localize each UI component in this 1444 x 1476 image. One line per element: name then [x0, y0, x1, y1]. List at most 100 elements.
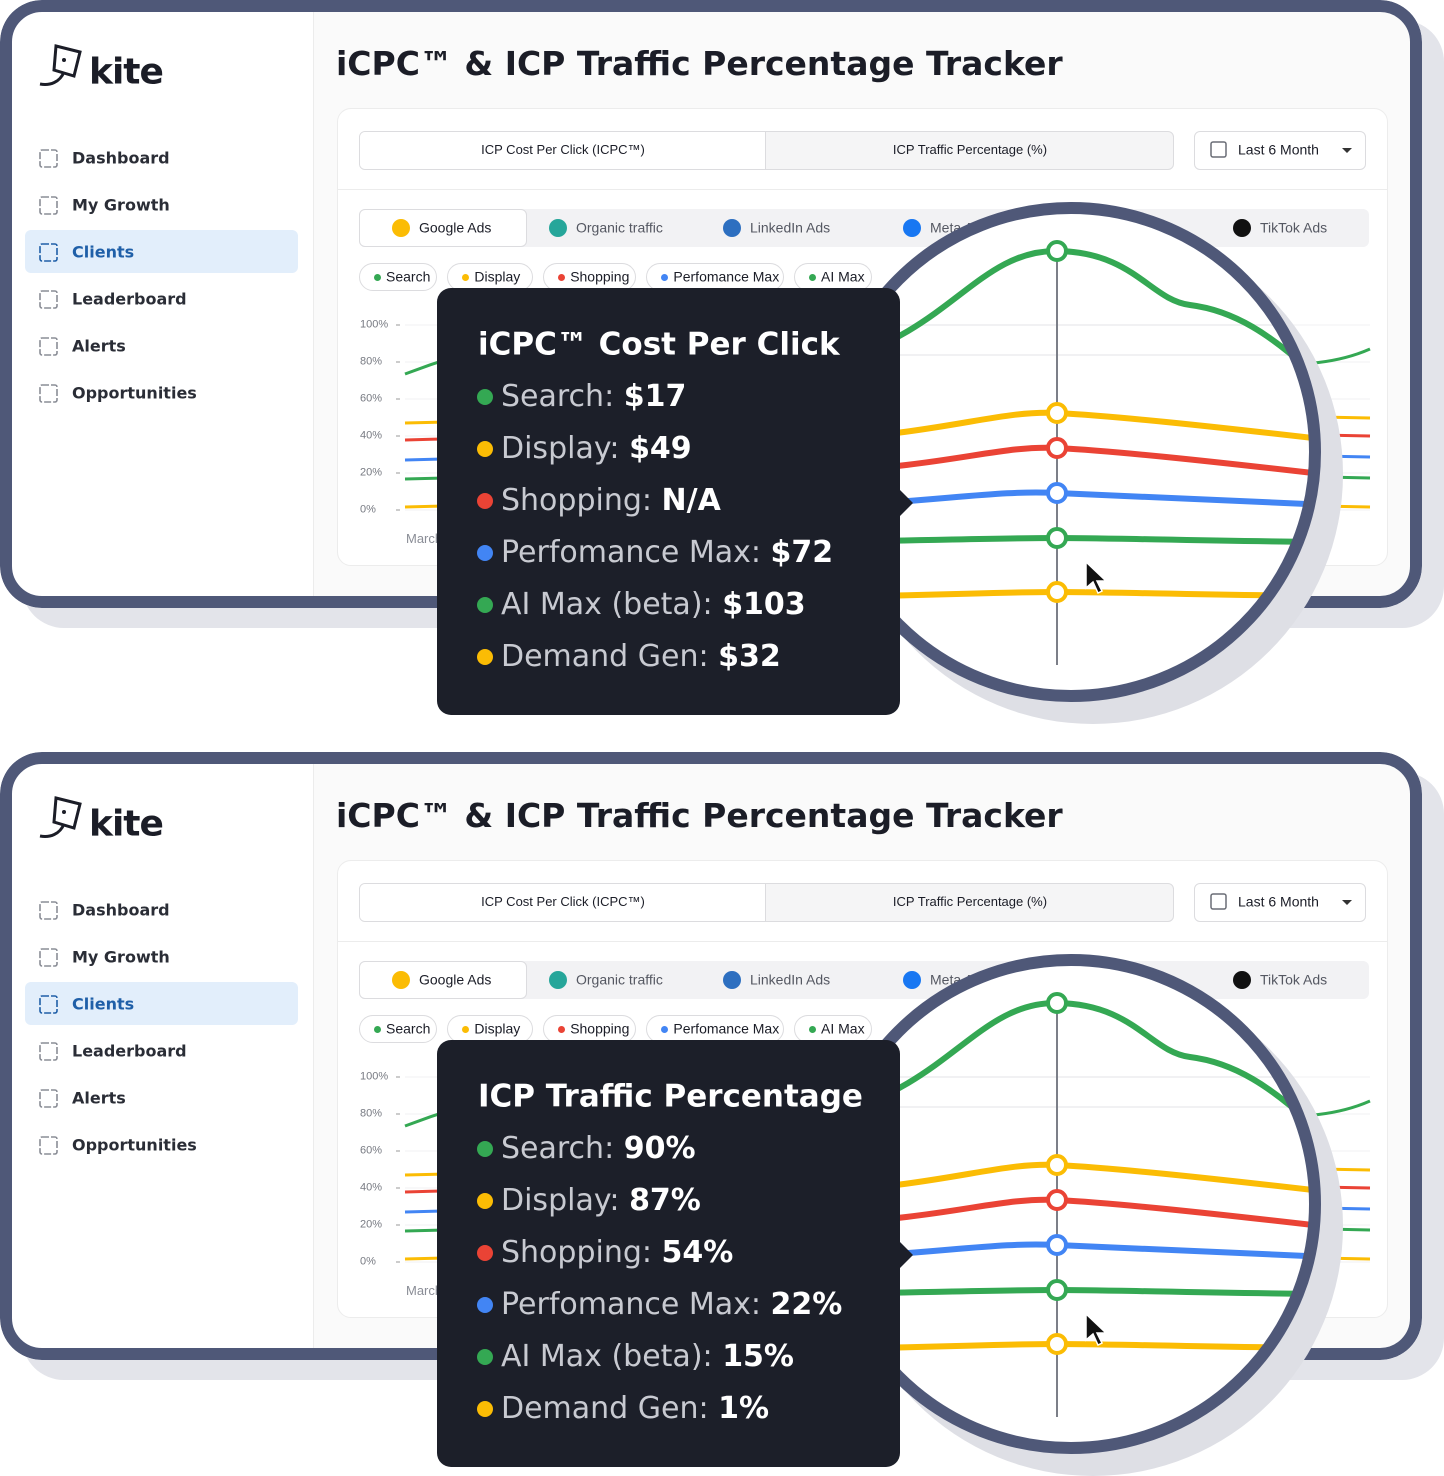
magnifier-content [827, 240, 1315, 665]
row-label: Search: [501, 1131, 615, 1166]
legend-dot [477, 441, 493, 457]
page-title: iCPC™ & ICP Traffic Percentage Tracker [336, 44, 1063, 84]
channel-tab[interactable]: TikTok Ads [1260, 971, 1328, 988]
logo-eye [62, 810, 66, 814]
chip-label: Display [474, 1020, 521, 1037]
nav-item[interactable]: Leaderboard [72, 289, 187, 309]
tooltip: iCPC™ Cost Per Click Search: $17 Display: … [437, 288, 900, 715]
nav-item[interactable]: Clients [72, 994, 135, 1014]
row-label: Shopping: [501, 483, 652, 518]
hover-marker [1046, 402, 1068, 424]
dropdown-caret [1342, 148, 1352, 153]
graphics [899, 1241, 913, 1269]
y-axis-label: 40% [360, 1181, 383, 1194]
graphics [39, 948, 58, 967]
tooltip-row: Shopping: 54% [501, 1235, 733, 1271]
row-label: AI Max (beta): [501, 1339, 713, 1374]
nav-item[interactable]: Opportunities [72, 383, 197, 403]
row-label: AI Max (beta): [501, 587, 713, 622]
row-value: $17 [623, 379, 687, 414]
chip[interactable] [359, 1015, 438, 1043]
tooltip-title: iCPC™ Cost Per Click [478, 326, 840, 363]
date-dropdown[interactable] [1194, 131, 1366, 170]
row-value: $32 [718, 639, 781, 674]
tooltip-title: ICP Traffic Percentage [478, 1078, 863, 1115]
nav-item[interactable]: My Growth [72, 195, 170, 215]
nav-icon [39, 384, 58, 403]
row-value: 54% [661, 1235, 734, 1270]
graphics [39, 196, 58, 215]
nav-active-bg [25, 982, 298, 1025]
nav-item[interactable]: Dashboard [72, 148, 170, 168]
tooltip-row: Search: $17 [501, 379, 686, 415]
chip[interactable] [646, 1015, 784, 1043]
hover-marker [1046, 1234, 1068, 1256]
chip-dot [462, 1026, 470, 1033]
row-value: $103 [722, 587, 806, 622]
nav-item[interactable]: My Growth [72, 947, 170, 967]
tooltip-row: Display: 87% [501, 1183, 701, 1219]
legend-dot [477, 649, 493, 665]
date-dropdown[interactable] [1194, 883, 1366, 922]
channel-icon [392, 219, 410, 237]
legend-dot [477, 1401, 493, 1417]
row-label: Demand Gen: [501, 639, 709, 674]
logo-text: kite [89, 803, 164, 845]
nav-icon [39, 337, 58, 356]
channel-tab[interactable]: LinkedIn Ads [750, 219, 831, 236]
tooltip-row: AI Max (beta): $103 [501, 587, 806, 623]
channel-tab[interactable]: LinkedIn Ads [750, 971, 831, 988]
tooltip-row: Perfomance Max: $72 [501, 535, 833, 571]
tab[interactable]: ICP Traffic Percentage (%) [892, 894, 1048, 910]
row-label: Search: [501, 379, 615, 414]
y-axis-label: 80% [360, 355, 383, 368]
channel-tab[interactable]: Organic traffic [576, 219, 663, 236]
chip-dot [558, 274, 566, 281]
chip[interactable] [359, 263, 438, 291]
hover-marker [1046, 1154, 1068, 1176]
tab[interactable]: ICP Cost Per Click (ICPC™) [481, 142, 645, 158]
nav-item[interactable]: Dashboard [72, 900, 170, 920]
row-value: 90% [623, 1131, 696, 1166]
channel-tab[interactable]: Google Ads [419, 219, 492, 236]
chip[interactable] [447, 1015, 534, 1043]
tab[interactable]: ICP Cost Per Click (ICPC™) [481, 894, 645, 910]
graphics [39, 995, 58, 1014]
nav-item[interactable]: Clients [72, 242, 135, 262]
y-axis-label: 80% [360, 1107, 383, 1120]
graphics [39, 901, 58, 920]
channel-tab[interactable]: Organic traffic [576, 971, 663, 988]
channel-active [359, 209, 527, 247]
row-label: Perfomance Max: [501, 1287, 761, 1322]
row-label: Perfomance Max: [501, 535, 761, 570]
channel-icon [549, 219, 567, 237]
hover-marker [1046, 437, 1068, 459]
row-value: $49 [629, 431, 692, 466]
nav-item[interactable]: Alerts [72, 336, 126, 356]
tab[interactable]: ICP Traffic Percentage (%) [892, 142, 1048, 158]
legend-dot [477, 1349, 493, 1365]
graphics [39, 1042, 58, 1061]
legend-dot [477, 545, 493, 561]
chip[interactable] [794, 1015, 873, 1043]
y-axis-label: 60% [360, 1144, 383, 1157]
channel-tab[interactable]: Google Ads [419, 971, 492, 988]
zoomed-line [839, 247, 1315, 393]
graphics [39, 44, 82, 86]
nav-item[interactable]: Alerts [72, 1088, 126, 1108]
magnifier-content [827, 992, 1315, 1417]
tooltip-row: Shopping: N/A [501, 483, 721, 519]
tooltip-arrow [899, 489, 913, 517]
graphics [39, 290, 58, 309]
channel-icon [723, 971, 741, 989]
nav-item[interactable]: Leaderboard [72, 1041, 187, 1061]
nav-icon [39, 243, 58, 262]
tab-active [360, 132, 766, 169]
chip-label: Search [386, 1020, 431, 1037]
chip-dot [374, 1026, 381, 1033]
graphics [39, 149, 58, 168]
y-axis-label: 60% [360, 392, 383, 405]
nav-item[interactable]: Opportunities [72, 1135, 197, 1155]
channel-tab[interactable]: TikTok Ads [1260, 219, 1328, 236]
tooltip: ICP Traffic Percentage Search: 90% Display… [437, 1040, 900, 1467]
